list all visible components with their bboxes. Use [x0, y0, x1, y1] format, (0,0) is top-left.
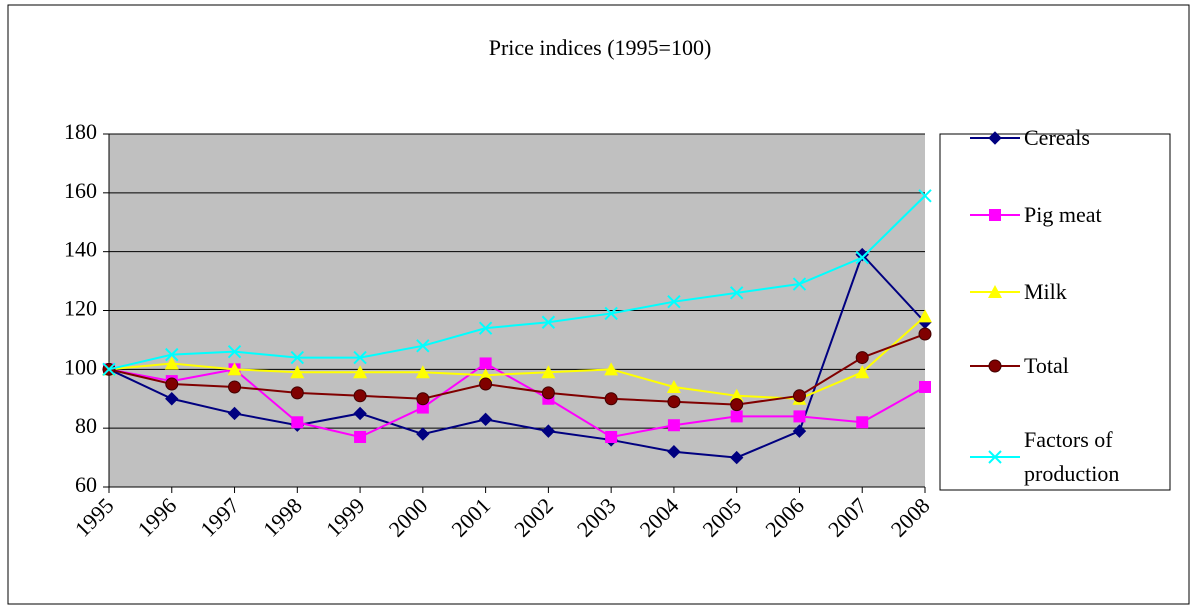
data-point [604, 392, 618, 406]
legend-marker [988, 359, 1002, 373]
legend-label: Factors of production [1024, 427, 1120, 486]
data-point [479, 377, 493, 391]
data-point [541, 386, 555, 400]
data-point [918, 327, 932, 341]
data-point [290, 365, 305, 379]
data-point [541, 424, 556, 438]
data-point [541, 365, 556, 379]
data-point [729, 388, 744, 402]
data-point [353, 365, 368, 379]
chart-title: Price indices (1995=100) [489, 35, 712, 60]
y-tick-label: 120 [64, 296, 97, 321]
series-line [108, 195, 926, 371]
data-point [228, 380, 242, 394]
data-point [855, 250, 869, 265]
series-line [108, 252, 926, 459]
data-point [604, 306, 618, 321]
y-tick-label: 140 [64, 237, 97, 262]
data-point [416, 339, 430, 353]
data-point [478, 412, 493, 427]
series-line [108, 333, 926, 406]
data-point [918, 309, 932, 323]
data-point [416, 401, 429, 414]
data-point [416, 427, 430, 441]
data-point [667, 419, 680, 432]
legend-label: Pig meat [1024, 202, 1102, 227]
legend-marker [988, 450, 1002, 464]
data-point [855, 365, 870, 379]
data-point [729, 286, 744, 300]
data-point [416, 392, 430, 406]
y-tick-label: 180 [64, 119, 97, 144]
y-tick-label: 160 [64, 178, 97, 203]
legend-marker [988, 285, 1002, 298]
data-point [792, 277, 807, 291]
data-point [856, 416, 869, 429]
data-point [478, 368, 493, 382]
legend-label: Cereals [1024, 125, 1090, 150]
data-point [792, 389, 806, 403]
data-point [102, 362, 116, 377]
data-point [227, 406, 242, 421]
data-point [792, 424, 807, 438]
data-point [353, 350, 367, 365]
data-point [604, 362, 619, 376]
data-point [353, 389, 367, 403]
y-tick-label: 80 [75, 413, 97, 438]
data-point [667, 294, 681, 309]
legend-marker [989, 209, 1001, 221]
data-point [165, 392, 179, 406]
data-point [353, 406, 367, 421]
legend-marker [988, 131, 1002, 145]
y-tick-label: 100 [64, 354, 97, 379]
data-point [541, 315, 556, 329]
data-point [667, 395, 681, 409]
data-point [793, 410, 806, 423]
data-point [730, 398, 744, 412]
data-point [291, 416, 304, 429]
data-point [479, 357, 492, 370]
data-point [165, 377, 179, 391]
y-tick-label: 60 [75, 472, 97, 497]
legend-box [939, 133, 1171, 491]
data-point [164, 356, 179, 370]
data-point [605, 430, 618, 443]
data-point [354, 430, 367, 443]
data-point [227, 344, 242, 359]
data-point [165, 347, 179, 362]
data-point [919, 380, 931, 393]
data-point [478, 321, 493, 335]
data-point [666, 379, 681, 393]
data-point [918, 189, 932, 203]
data-point [290, 386, 304, 400]
legend-label: Total [1024, 353, 1069, 378]
series-line [108, 362, 926, 439]
data-point [290, 350, 305, 365]
data-point [227, 362, 242, 376]
data-point [730, 410, 743, 423]
data-point [729, 450, 744, 465]
data-point [855, 351, 869, 365]
data-point [667, 444, 681, 459]
data-point [415, 365, 430, 379]
legend-label: Milk [1024, 279, 1067, 304]
